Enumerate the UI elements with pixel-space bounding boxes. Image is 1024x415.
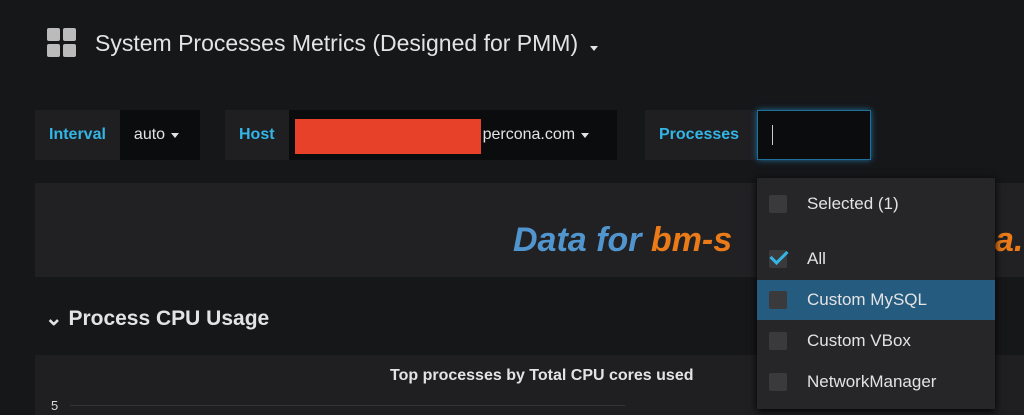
redaction bbox=[294, 119, 481, 154]
dropdown-option[interactable]: All bbox=[757, 239, 995, 279]
selected-toggle[interactable]: Selected (1) bbox=[757, 184, 995, 224]
checkbox bbox=[769, 373, 787, 391]
row-title-text: Process CPU Usage bbox=[68, 307, 270, 330]
var-value-text: percona.com bbox=[482, 126, 576, 143]
checkbox bbox=[769, 245, 789, 268]
banner-text: Data for bm-s bbox=[513, 221, 732, 260]
var-label: Host bbox=[225, 110, 289, 160]
banner-prefix: Data for bbox=[513, 221, 642, 259]
dropdown-option[interactable]: NetworkManager bbox=[757, 362, 995, 402]
var-label: Processes bbox=[645, 110, 757, 160]
grid-line bbox=[70, 405, 625, 406]
dropdown-menu: Selected (1) All Custom MySQL Custom VBox N… bbox=[757, 178, 995, 409]
search-input[interactable] bbox=[757, 110, 871, 160]
var-label: Interval bbox=[35, 110, 120, 160]
dropdown-option[interactable]: Custom MySQL bbox=[757, 280, 995, 320]
processes-picker[interactable]: Processes bbox=[645, 110, 871, 160]
option-text: All bbox=[807, 249, 826, 268]
checkmark bbox=[769, 245, 789, 266]
selected-text: Selected (1) bbox=[807, 194, 899, 213]
panel-title: Top processes by Total CPU cores used bbox=[390, 367, 694, 384]
host-picker[interactable]: Host percona.com bbox=[225, 110, 617, 160]
title-text[interactable]: System Processes Metrics (Designed for P… bbox=[95, 30, 579, 56]
y-tick-label: 5 bbox=[51, 398, 59, 413]
option-text: Custom MySQL bbox=[807, 290, 927, 309]
interval-picker[interactable]: Interval auto bbox=[35, 110, 200, 160]
checkbox bbox=[769, 332, 787, 350]
option-text: Custom VBox bbox=[807, 331, 911, 350]
dashboard-icon bbox=[47, 28, 77, 58]
dashboard-title[interactable]: System Processes Metrics (Designed for P… bbox=[95, 30, 599, 57]
var-value-text: auto bbox=[133, 126, 166, 143]
var-value[interactable]: percona.com bbox=[288, 110, 617, 160]
banner-host: bm-s bbox=[650, 221, 733, 259]
checkbox bbox=[769, 291, 787, 309]
var-value[interactable]: auto bbox=[119, 110, 200, 160]
dropdown-option[interactable]: Custom VBox bbox=[757, 321, 995, 361]
option-text: NetworkManager bbox=[807, 372, 937, 391]
row-title[interactable]: ⌄ Process CPU Usage bbox=[45, 307, 270, 330]
banner-tail: a.i bbox=[995, 221, 1024, 259]
